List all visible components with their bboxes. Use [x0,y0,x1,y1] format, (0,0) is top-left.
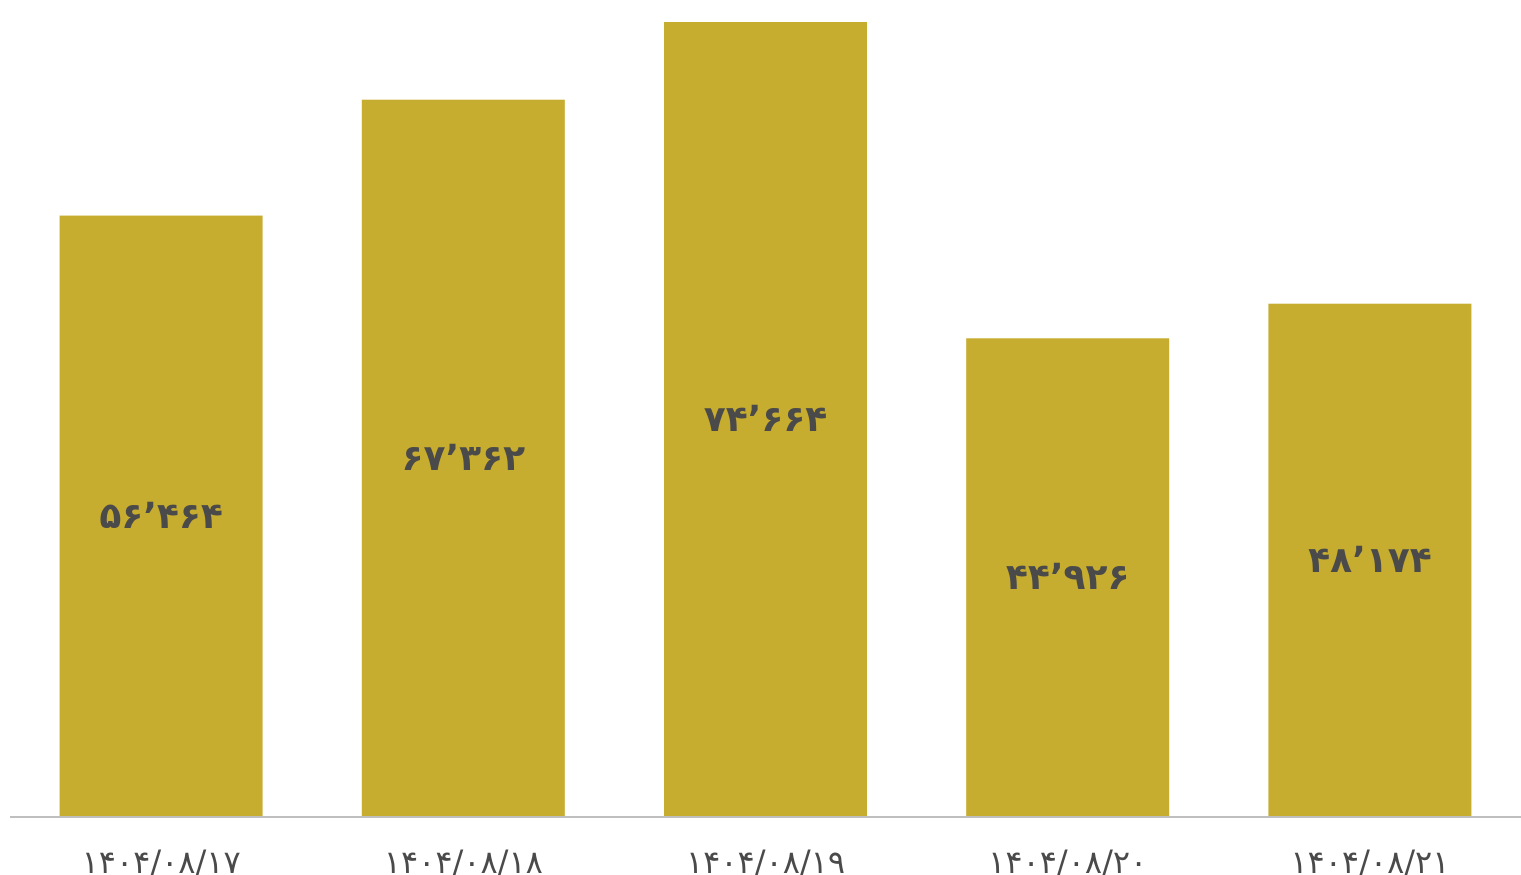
bar-value-label: ۵۶٬۴۶۴ [99,496,223,537]
bar-value-label: ۷۴٬۶۶۴ [704,399,828,440]
x-tick-label: ۱۴۰۴/۰۸/۱۹ [686,843,845,875]
bar-4 [966,338,1170,816]
x-tick-label: ۱۴۰۴/۰۸/۲۱ [1290,843,1449,875]
bar-2 [361,99,565,816]
bar-value-label: ۴۸٬۱۷۴ [1308,540,1432,581]
bar-5 [1268,303,1472,816]
x-tick-labels: ۱۴۰۴/۰۸/۱۷ ۱۴۰۴/۰۸/۱۸ ۱۴۰۴/۰۸/۱۹ ۱۴۰۴/۰۸/۲۰… [82,843,1450,875]
bar-1 [59,215,263,817]
bar-value-label: ۶۷٬۳۶۲ [402,438,526,479]
bar-value-label: ۴۴٬۹۲۶ [1006,557,1130,598]
x-tick-label: ۱۴۰۴/۰۸/۲۰ [988,843,1147,875]
bar-3 [664,22,867,816]
bars-group: ۵۶٬۴۶۴ ۶۷٬۳۶۲ ۷۴٬۶۶۴ ۴۴٬۹۲۶ ۴۸٬۱۷۴ [59,22,1472,817]
x-tick-label: ۱۴۰۴/۰۸/۱۸ [384,843,543,875]
x-tick-label: ۱۴۰۴/۰۸/۱۷ [82,843,241,875]
